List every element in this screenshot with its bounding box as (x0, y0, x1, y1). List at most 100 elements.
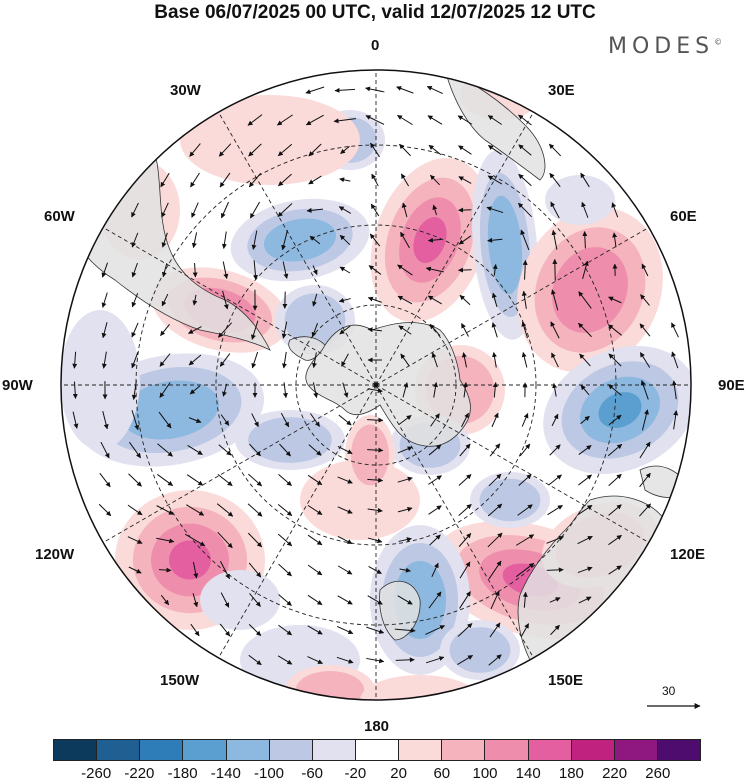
wind-arrow (492, 382, 498, 398)
anomaly-contour (351, 424, 389, 486)
wind-arrow (278, 624, 293, 636)
wind-arrow (487, 145, 502, 155)
wind-arrow (367, 417, 384, 423)
wind-arrow (131, 351, 139, 369)
wind-arrow (247, 503, 263, 517)
label-30e: 30E (548, 82, 575, 99)
wind-arrow (99, 472, 111, 488)
wind-arrow (579, 353, 591, 367)
wind-arrow (370, 203, 380, 217)
wind-arrow (488, 473, 502, 487)
wind-arrow (222, 383, 228, 397)
wind-arrow (248, 654, 262, 666)
wind-arrow (72, 351, 78, 369)
wind-arrow (608, 384, 622, 396)
wind-arrow (641, 263, 649, 277)
map-boundary (60, 69, 692, 701)
wind-arrow (491, 292, 498, 308)
colorbar-tick-label: -180 (167, 765, 198, 782)
label-150w: 150W (160, 672, 200, 689)
wind-arrow (429, 534, 441, 546)
colorbar-swatch (312, 740, 356, 760)
wind-arrow (548, 474, 562, 486)
wind-arrow (156, 537, 175, 544)
wind-arrow (187, 444, 203, 456)
colorbar-swatch (269, 740, 313, 760)
wind-arrow (578, 596, 592, 604)
wind-arrow (458, 503, 472, 517)
wind-arrow (551, 229, 558, 250)
wind-arrow (192, 593, 199, 608)
colorbar-swatch (657, 740, 701, 760)
wind-arrow (339, 177, 351, 183)
colorbar-swatch (614, 740, 658, 760)
wind-arrow (577, 566, 593, 574)
wind-arrow (307, 564, 323, 576)
wind-arrow (128, 473, 142, 487)
wind-arrow (281, 351, 287, 369)
wind-arrow (310, 413, 320, 427)
wind-arrow (277, 655, 293, 665)
wind-arrow (487, 237, 503, 243)
wind-arrow (458, 235, 472, 245)
wind-arrow (190, 172, 200, 188)
wind-arrow (276, 114, 293, 126)
colorbar-tick-label: -60 (301, 765, 324, 782)
wind-arrow (341, 353, 349, 367)
wind-arrow (612, 232, 618, 248)
wind-arrow (459, 443, 471, 457)
wind-arrow (337, 445, 353, 455)
wind-arrow (216, 503, 234, 517)
wind-arrow (367, 327, 382, 333)
wind-arrow (582, 231, 588, 249)
wind-arrow (278, 563, 292, 577)
wind-arrow (461, 323, 469, 337)
wind-arrow (307, 594, 323, 606)
wind-arrow (131, 202, 139, 218)
wind-arrow (218, 143, 232, 157)
wind-arrow (426, 85, 443, 95)
wind-arrow (518, 474, 532, 486)
wind-arrow (608, 504, 622, 516)
wind-arrow (433, 382, 438, 398)
wind-arrow (639, 503, 651, 517)
anomaly-contour (248, 417, 332, 463)
wind-arrow (578, 322, 592, 338)
wind-arrow (101, 262, 108, 278)
wind-arrow (308, 175, 322, 185)
wind-arrow (459, 591, 471, 609)
wind-arrow (462, 382, 468, 398)
wind-arrow (131, 410, 140, 431)
anomaly-contour (200, 570, 280, 630)
wind-arrow (546, 535, 564, 544)
wind-arrow (186, 474, 204, 486)
wind-arrow (333, 118, 357, 124)
wind-arrow (639, 441, 651, 459)
wind-arrow (222, 290, 229, 310)
colorbar-tick-label: -220 (124, 765, 155, 782)
wind-arrow (277, 203, 293, 217)
colorbar-swatch (355, 740, 400, 760)
wind-arrow (607, 324, 622, 336)
wind-arrow (337, 535, 353, 545)
label-60e: 60E (670, 208, 697, 225)
anomaly-contour (360, 675, 480, 700)
wind-arrow (190, 623, 200, 637)
wind-arrow (367, 296, 382, 303)
wind-arrow (607, 443, 623, 457)
wind-arrow (550, 624, 560, 636)
wind-arrow (491, 412, 499, 428)
wind-arrow (308, 143, 322, 157)
wind-arrow (457, 623, 473, 637)
wind-arrow (367, 595, 383, 605)
wind-arrow (158, 411, 172, 429)
wind-arrow (277, 143, 293, 157)
anomaly-contour (545, 175, 615, 225)
wind-arrow (581, 201, 589, 218)
colorbar-swatch (183, 740, 227, 760)
anomaly-contour (552, 247, 628, 333)
wind-arrow (338, 206, 352, 214)
label-180: 180 (364, 718, 390, 735)
colorbar-swatch (528, 740, 572, 760)
wind-arrow (220, 592, 230, 608)
